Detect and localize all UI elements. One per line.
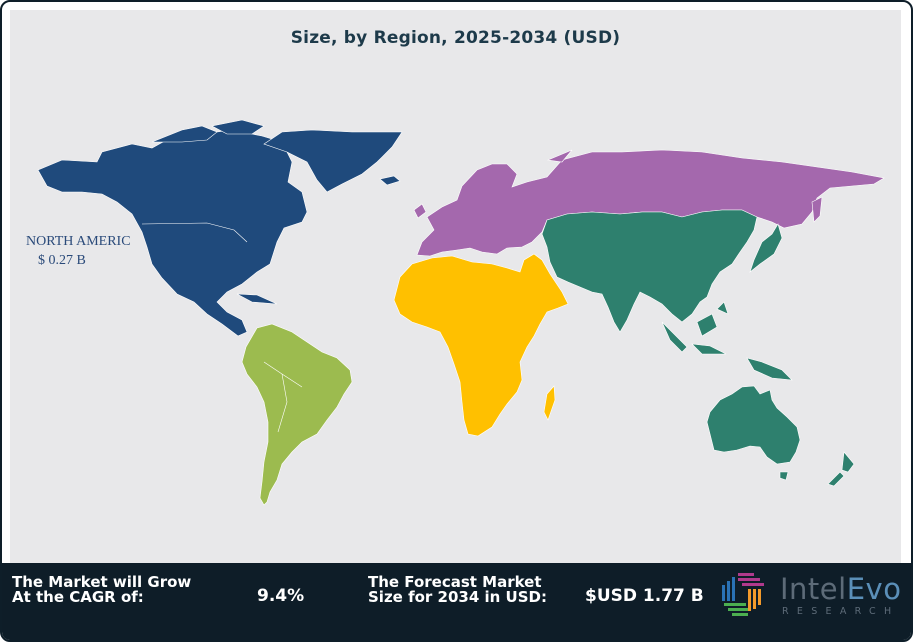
region-north-america[interactable]: [37, 119, 403, 337]
logo-evo: Evo: [846, 572, 902, 606]
cagr-label-line1: The Market will Grow: [12, 573, 192, 591]
forecast-label-line1: The Forecast Market: [368, 573, 542, 591]
cagr-label: The Market will Grow At the CAGR of:: [12, 575, 191, 605]
chart-title: Size, by Region, 2025-2034 (USD): [290, 28, 621, 48]
summary-footer: The Market will Grow At the CAGR of: 9.4…: [2, 563, 911, 640]
intelevo-logo: IntelEvo RESEARCH: [720, 571, 905, 621]
region-label-north-america: NORTH AMERIC $ 0.27 B: [26, 232, 156, 270]
region-asia-pacific[interactable]: [541, 209, 855, 487]
logo-subtitle: RESEARCH: [782, 606, 900, 617]
map-panel: Size, by Region, 2025-2034 (USD): [10, 10, 901, 563]
forecast-label-line2: Size for 2034 in USD:: [368, 588, 547, 606]
forecast-label: The Forecast Market Size for 2034 in USD…: [368, 575, 547, 605]
region-europe[interactable]: [413, 149, 885, 257]
cagr-value: 9.4%: [257, 586, 305, 606]
logo-intel: Intel: [780, 572, 847, 606]
logo-mark-icon: [722, 573, 764, 616]
logo-wordmark: IntelEvo: [780, 572, 901, 606]
cagr-label-line2: At the CAGR of:: [12, 588, 144, 606]
region-label-name: NORTH AMERIC: [26, 234, 131, 249]
forecast-value: $USD 1.77 B: [585, 586, 704, 606]
region-label-value: $ 0.27 B: [38, 253, 86, 268]
region-south-america[interactable]: [241, 323, 353, 506]
world-map: [37, 119, 885, 506]
region-middle-east-africa[interactable]: [393, 253, 569, 437]
